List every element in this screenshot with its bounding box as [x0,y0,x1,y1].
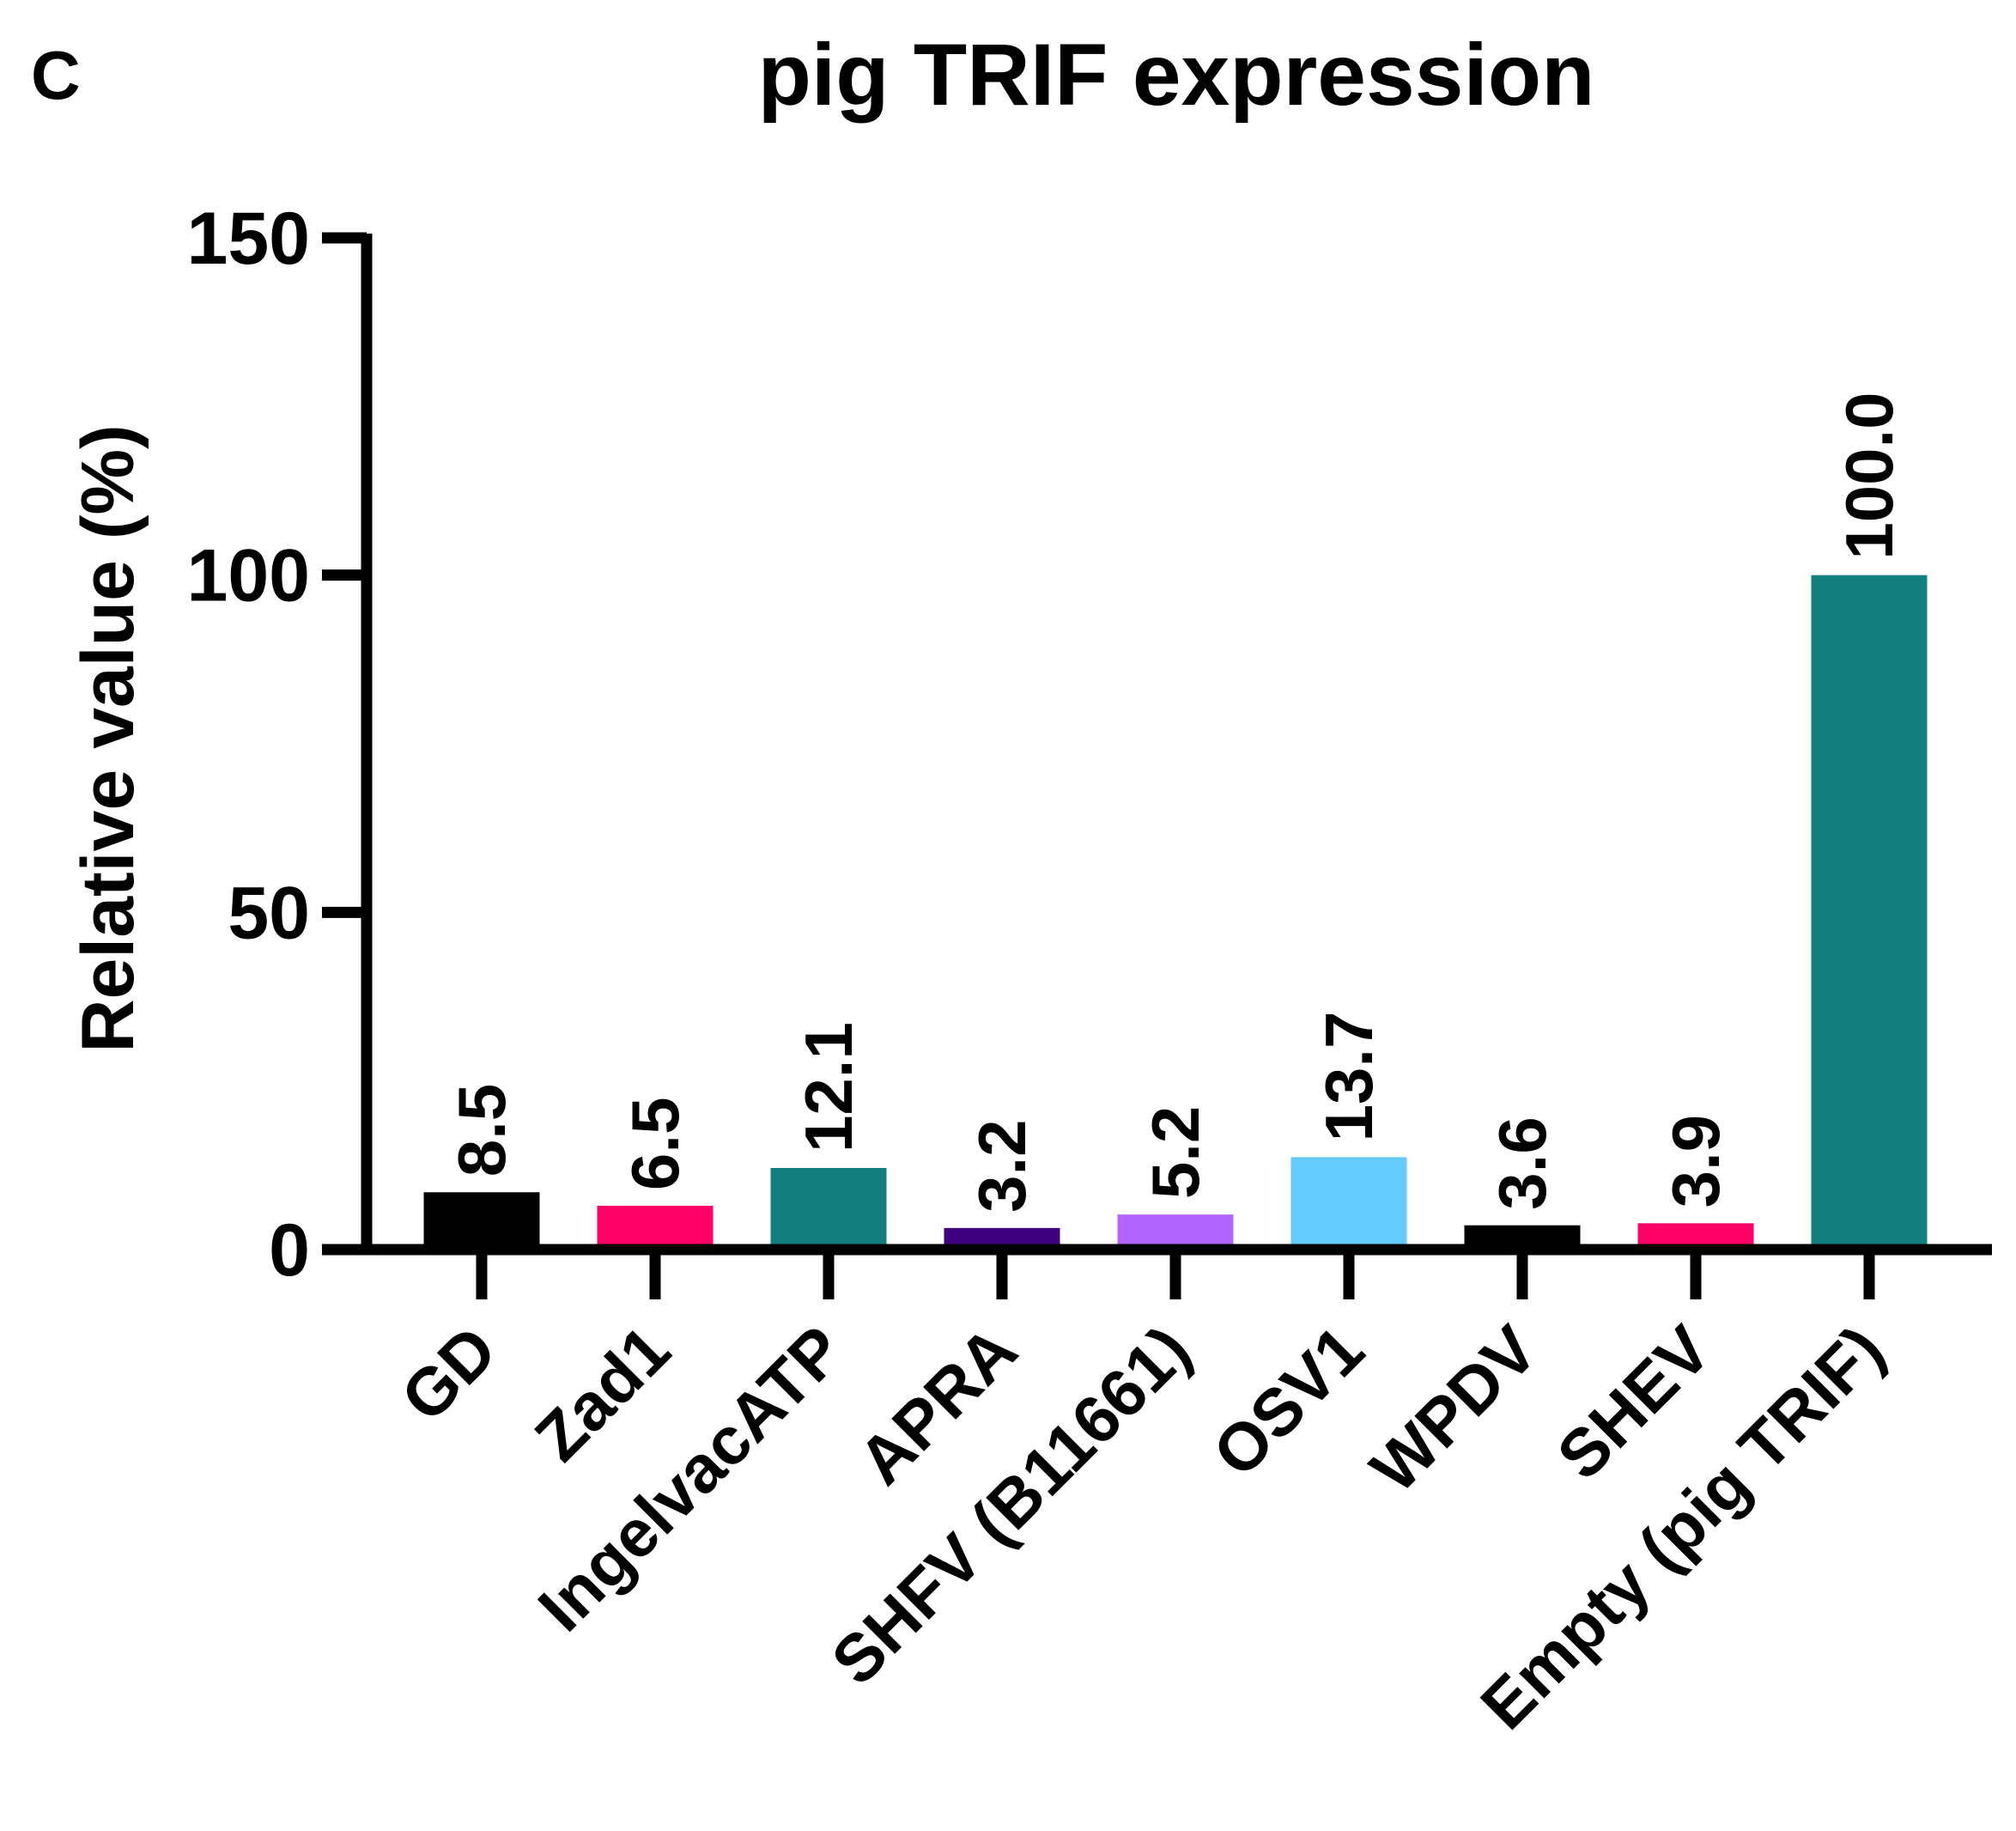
bar-value-label: 3.9 [1658,1115,1734,1207]
y-axis-label: Relative value (%) [67,424,149,1052]
y-tick-label: 100 [187,535,311,617]
x-tick-label: WPDV [1356,1311,1551,1507]
bar [1290,1157,1407,1250]
bar-value-label: 6.5 [617,1098,693,1190]
x-tick-label: Zad1 [520,1311,684,1475]
y-tick-label: 150 [187,198,311,280]
bar-value-label: 3.6 [1485,1116,1560,1209]
x-tick-label: OSV1 [1199,1311,1378,1491]
bar [423,1192,540,1250]
x-tick-label: GD [386,1311,511,1436]
x-tick-label: IngelvacATP [524,1311,858,1645]
chart-title: pig TRIF expression [758,26,1595,124]
bar [597,1205,713,1250]
bar [1117,1214,1234,1250]
panel-label: C [31,37,81,113]
bar-value-label: 5.2 [1138,1106,1213,1199]
y-tick-label: 0 [269,1209,310,1292]
bar-value-label: 3.2 [964,1119,1040,1212]
bar [1811,575,1928,1250]
bar [770,1167,887,1250]
y-axis: 0 50 100 150 [187,198,373,1292]
y-tick-label: 50 [228,872,310,954]
bar-value-label: 13.7 [1311,1012,1387,1142]
bars [423,575,1928,1250]
bar-value-label: 12.1 [791,1022,866,1153]
bar-value-label: 8.5 [444,1084,519,1177]
bar-value-label: 100.0 [1831,392,1907,559]
value-labels: 8.5 6.5 12.1 3.2 5.2 13.7 3.6 3.9 100.0 [444,392,1907,1212]
